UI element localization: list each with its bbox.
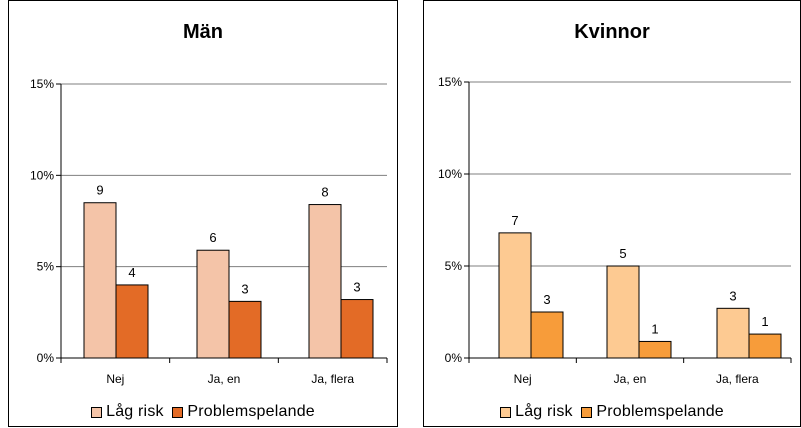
legend-label: Låg risk [106, 403, 164, 420]
data-label: 3 [543, 292, 550, 307]
data-label: 7 [511, 213, 518, 228]
y-tick-label: 5% [37, 260, 55, 274]
bar [340, 299, 374, 359]
data-label: 3 [241, 281, 248, 296]
bar [638, 340, 672, 359]
legend-label: Problemspelande [596, 403, 724, 420]
bar-chart-women: 0% 5% 10% 15% Nej Ja, en Ja, flera 7 5 3 3 1 1 [438, 75, 792, 386]
bar-chart-men: 0% 5% 10% 15% Nej Ja, en Ja, flera 9 6 8 4 3 3 [30, 77, 388, 386]
x-tick-label: Ja, flera [716, 372, 759, 386]
legend-label: Låg risk [515, 403, 573, 420]
y-tick-label: 15% [30, 77, 54, 91]
bar [498, 232, 532, 359]
y-tick-label: 10% [438, 167, 462, 181]
bar [748, 333, 782, 359]
chart-title: Män [183, 21, 223, 43]
data-label: 8 [321, 185, 328, 200]
legend-swatch [500, 406, 512, 418]
y-tick-label: 0% [37, 351, 55, 365]
legend-item-problem-gambling: Problemspelande [172, 403, 315, 421]
data-label: 3 [729, 288, 736, 303]
legend-item-low-risk: Låg risk [500, 403, 573, 421]
y-tick-label: 5% [445, 259, 463, 273]
bar [716, 307, 750, 359]
legend-item-problem-gambling: Problemspelande [581, 403, 724, 421]
y-tick-label: 0% [445, 351, 463, 365]
x-tick-label: Ja, en [614, 372, 647, 386]
bar [228, 300, 262, 359]
x-tick-label: Ja, en [208, 372, 241, 386]
bar [83, 202, 117, 359]
bar [530, 311, 564, 359]
y-tick-label: 10% [30, 168, 54, 182]
bar [308, 204, 342, 359]
x-tick-label: Nej [514, 372, 532, 386]
bar [115, 284, 149, 359]
legend: Låg risk Problemspelande [9, 403, 397, 423]
chart-panel-men: Män 0% 5% 10% 15% Nej Ja, en Ja, flera 9 6 8 4 3 3 L… [8, 0, 398, 427]
data-label: 1 [651, 321, 658, 336]
data-label: 9 [96, 183, 103, 198]
legend: Låg risk Problemspelande [424, 403, 800, 423]
y-tick-label: 15% [438, 75, 462, 89]
chart-panel-women: Kvinnor 0% 5% 10% 15% Nej Ja, en Ja, flera 7 5 3 3… [423, 0, 801, 427]
legend-label: Problemspelande [187, 403, 315, 420]
data-label: 3 [353, 280, 360, 295]
data-label: 6 [209, 230, 216, 245]
bar [196, 249, 230, 359]
data-label: 5 [619, 246, 626, 261]
legend-swatch [581, 406, 593, 418]
legend-swatch [91, 406, 103, 418]
legend-swatch [172, 406, 184, 418]
bar [606, 265, 640, 359]
data-label: 4 [128, 265, 135, 280]
legend-item-low-risk: Låg risk [91, 403, 164, 421]
chart-title: Kvinnor [574, 21, 650, 43]
x-tick-label: Ja, flera [311, 372, 354, 386]
x-tick-label: Nej [106, 372, 124, 386]
data-label: 1 [761, 314, 768, 329]
